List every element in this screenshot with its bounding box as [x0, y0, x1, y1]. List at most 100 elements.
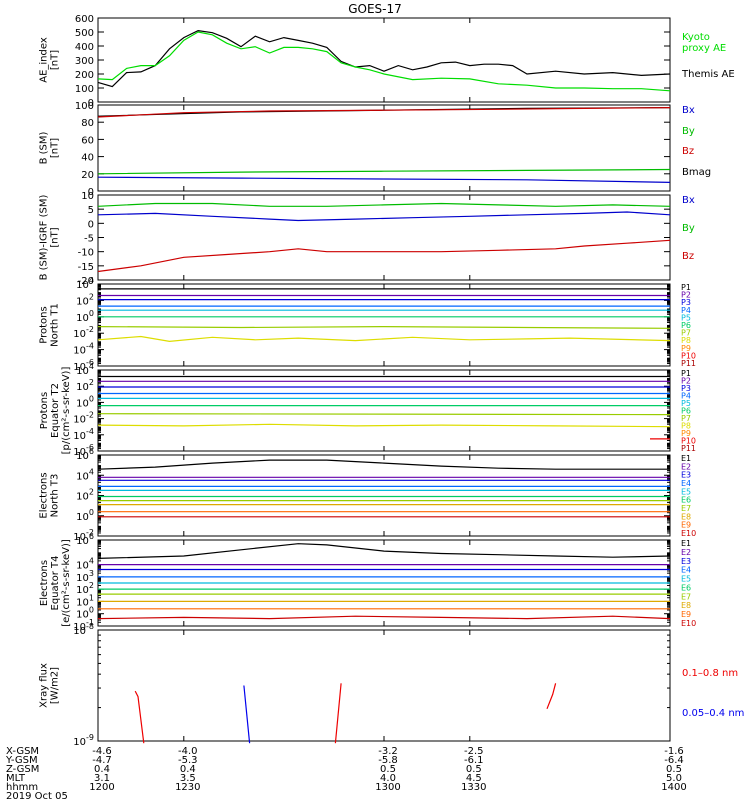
legend-label: E8: [681, 512, 691, 521]
panel-frame: [97, 283, 671, 367]
series-line-p8: [97, 335, 671, 343]
x-axis-value: 3.1: [94, 773, 110, 784]
y-tick-label: 20: [81, 170, 94, 181]
y-tick-label: 101: [76, 593, 94, 608]
series-line-0-1-0-8-nm: [134, 690, 145, 744]
y-tick-label: 104: [76, 557, 94, 572]
y-tick-label: 0: [88, 98, 94, 109]
x-axis-value: -6.1: [464, 755, 484, 766]
legend-label: E3: [681, 557, 691, 566]
legend-label: P9: [681, 429, 691, 438]
y-tick-label: 300: [75, 56, 94, 67]
x-axis-value: 3.5: [180, 773, 196, 784]
y-axis-label: Protons: [39, 306, 50, 343]
legend-label: E6: [681, 583, 691, 592]
x-axis-row-label: X-GSM: [6, 746, 39, 757]
panel-8: 10-8 10-9 Xray flux [W/m2] 0.1–0.8 nm 0.05–0.…: [39, 622, 745, 748]
series-line-e10: [97, 615, 671, 620]
legend-label: E3: [681, 471, 691, 480]
y-axis-label: [nT]: [50, 227, 61, 247]
x-axis-value: -4.7: [92, 755, 112, 766]
legend-label: P7: [681, 414, 691, 423]
series-line-bx: [97, 211, 671, 222]
y-axis-label: [nT]: [50, 50, 61, 70]
y-tick-label: 500: [75, 28, 94, 39]
y-tick-label: 10-9: [73, 733, 94, 748]
y-tick-label: 100: [75, 101, 94, 112]
legend-label: P1: [681, 283, 691, 292]
y-axis-label: B (SM): [39, 131, 50, 164]
legend-label: 0.05–0.4 nm: [682, 708, 744, 719]
y-axis-label: Equator T4: [50, 556, 61, 611]
y-tick-label: 10-6: [73, 358, 94, 373]
x-axis-value: -4.6: [92, 746, 112, 757]
y-tick-label: 10-8: [73, 622, 94, 637]
y-tick-label: 102: [76, 488, 94, 503]
y-tick-label: 40: [81, 153, 94, 164]
y-tick-label: 100: [76, 309, 94, 324]
legend-label: P4: [681, 392, 691, 401]
series-line-bz: [97, 239, 671, 273]
panel-frame: [97, 194, 671, 281]
legend-label: E9: [681, 610, 691, 619]
y-tick-label: 0: [88, 187, 94, 198]
legend-label: E1: [681, 454, 691, 463]
x-axis-date: 2019 Oct 05: [6, 791, 68, 800]
x-axis-value: 0.5: [466, 764, 482, 775]
panel-3: -20 -15 -10 -5 0 5 10 B (SM)-IGRF (SM) [nT] Bx By B…: [39, 191, 695, 287]
panel-frame: [97, 629, 671, 742]
x-axis-value: -1.6: [664, 746, 684, 757]
series-line-e1: [97, 543, 671, 559]
legend-label: P6: [681, 407, 691, 416]
legend-label: P6: [681, 321, 691, 330]
y-tick-label: 106: [76, 447, 94, 462]
y-tick-label: 104: [76, 362, 94, 377]
y-tick-label: 100: [76, 606, 94, 621]
legend-label: E4: [681, 566, 691, 575]
y-tick-label: 100: [75, 84, 94, 95]
y-tick-label: 104: [76, 467, 94, 482]
legend-label: Bz: [682, 146, 694, 157]
y-axis-label: Electrons: [39, 472, 50, 518]
legend-label: Themis AE: [681, 69, 735, 80]
legend-label: P10: [681, 351, 696, 360]
x-axis-value: 0.5: [380, 764, 396, 775]
legend-label: P2: [681, 291, 691, 300]
y-axis-label: AE_index: [39, 37, 50, 83]
y-axis-label: North T1: [50, 303, 61, 347]
y-tick-label: 10-2: [73, 528, 94, 543]
y-tick-label: 0: [88, 219, 94, 230]
x-axis-value: 4.0: [380, 773, 396, 784]
legend-label: Bmag: [682, 167, 711, 178]
y-tick-label: 10-1: [73, 618, 94, 633]
x-axis-value: 1400: [661, 782, 686, 793]
legend-label: P1: [681, 369, 691, 378]
y-tick-label: 100: [76, 394, 94, 409]
x-axis-value: -5.3: [178, 755, 198, 766]
legend-label: P3: [681, 298, 691, 307]
y-tick-label: 10-6: [73, 443, 94, 458]
y-tick-label: -15: [78, 262, 94, 273]
x-axis-value: 1300: [375, 782, 400, 793]
y-tick-label: 80: [81, 118, 94, 129]
y-tick-label: 60: [81, 135, 94, 146]
legend-label: E10: [681, 529, 696, 538]
y-tick-label: 10-4: [73, 342, 94, 357]
x-axis-row-label: MLT: [6, 773, 26, 784]
series-line-by: [97, 202, 671, 207]
legend-label: P3: [681, 384, 691, 393]
y-tick-label: 102: [76, 292, 94, 307]
legend-label: E8: [681, 601, 691, 610]
series-line-0-05-0-4-nm: [243, 685, 251, 744]
y-tick-label: 10-4: [73, 427, 94, 442]
legend-label: P7: [681, 329, 691, 338]
legend-label: E10: [681, 619, 696, 628]
x-axis-value: -2.5: [464, 746, 484, 757]
x-axis-value: 1200: [89, 782, 114, 793]
legend-label: E2: [681, 462, 691, 471]
y-tick-label: 102: [76, 581, 94, 596]
y-axis-label: [nT]: [50, 138, 61, 158]
legend-label: proxy AE: [682, 43, 726, 54]
